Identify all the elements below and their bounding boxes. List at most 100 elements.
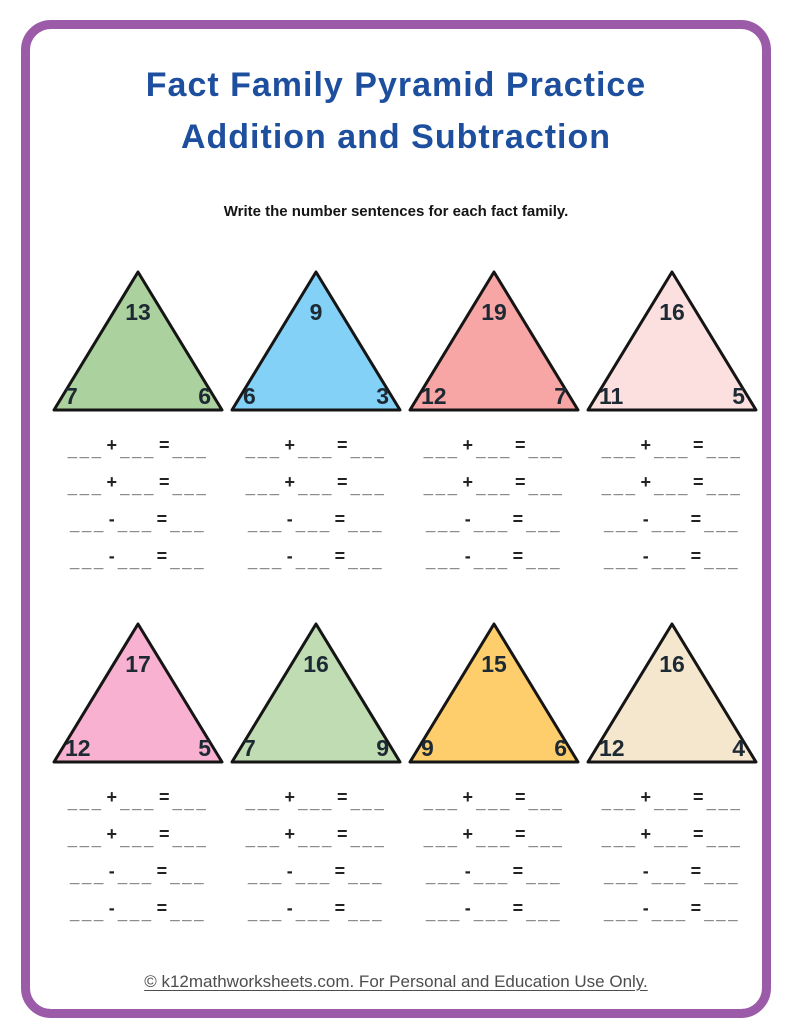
number-sentence-line: ___ + ___ = ___ xyxy=(424,821,565,858)
number-sentence-line: ___ + ___ = ___ xyxy=(246,432,387,469)
blank-line: ___ xyxy=(350,830,387,849)
equals-symbol: = xyxy=(690,898,702,918)
triangle-right-number: 5 xyxy=(732,383,745,409)
footer-link[interactable]: © k12mathworksheets.com. For Personal an… xyxy=(144,972,648,991)
blank-line: ___ xyxy=(603,552,640,571)
number-sentence-line: ___ - ___ = ___ xyxy=(602,543,743,580)
number-sentence-line: ___ + ___ = ___ xyxy=(246,784,387,821)
pyramid-block: 13 7 6 ___ + ___ = ___ ___ + ___ = ___ _… xyxy=(52,270,224,580)
triangle-right-number: 4 xyxy=(732,735,745,761)
triangle-shape xyxy=(52,622,224,764)
operator-symbol: + xyxy=(284,435,296,455)
triangle-left-number: 12 xyxy=(65,735,91,761)
blank-line: ___ xyxy=(69,904,106,923)
operator-symbol: - xyxy=(464,546,471,566)
blank-line: ___ xyxy=(67,793,104,812)
number-sentence-line: ___ - ___ = ___ xyxy=(246,506,387,543)
triangle-left-number: 7 xyxy=(65,383,78,409)
triangle-shape xyxy=(586,622,758,764)
blank-line: ___ xyxy=(601,478,638,497)
number-sentence-line: ___ - ___ = ___ xyxy=(246,858,387,895)
blank-line: ___ xyxy=(247,515,284,534)
equals-symbol: = xyxy=(336,435,348,455)
equals-symbol: = xyxy=(690,546,702,566)
operator-symbol: + xyxy=(462,824,474,844)
blank-line: ___ xyxy=(247,552,284,571)
page-title: Fact Family Pyramid Practice Addition and… xyxy=(40,59,752,163)
blank-line: ___ xyxy=(601,441,638,460)
blank-line: ___ xyxy=(654,793,690,812)
triangle-right-number: 6 xyxy=(198,383,211,409)
triangle-right-number: 3 xyxy=(376,383,389,409)
number-sentence-line: ___ + ___ = ___ xyxy=(602,784,743,821)
blank-line: ___ xyxy=(348,552,385,571)
blank-line: ___ xyxy=(528,478,565,497)
triangle-top-number: 9 xyxy=(310,299,323,325)
triangle-shape xyxy=(52,270,224,412)
blank-line: ___ xyxy=(526,904,563,923)
number-sentence-line: ___ + ___ = ___ xyxy=(68,821,209,858)
equals-symbol: = xyxy=(156,546,168,566)
fact-triangle: 16 7 9 xyxy=(230,622,402,764)
triangle-shape xyxy=(408,270,580,412)
operator-symbol: + xyxy=(640,787,652,807)
blank-line: ___ xyxy=(425,552,462,571)
number-sentence-line: ___ + ___ = ___ xyxy=(602,469,743,506)
blank-line: ___ xyxy=(67,478,104,497)
blank-line: ___ xyxy=(172,441,209,460)
triangle-right-number: 5 xyxy=(198,735,211,761)
blank-line: ___ xyxy=(704,904,741,923)
blank-line: ___ xyxy=(170,515,207,534)
blank-line: ___ xyxy=(601,830,638,849)
equals-symbol: = xyxy=(334,898,346,918)
blank-line: ___ xyxy=(69,867,106,886)
triangle-left-number: 12 xyxy=(599,735,625,761)
equals-symbol: = xyxy=(158,472,170,492)
page-title-line1: Fact Family Pyramid Practice xyxy=(145,66,647,104)
number-sentence-line: ___ - ___ = ___ xyxy=(68,543,209,580)
fact-triangle: 9 6 3 xyxy=(230,270,402,412)
operator-symbol: - xyxy=(464,509,471,529)
blank-line: ___ xyxy=(172,478,209,497)
pyramid-block: 17 12 5 ___ + ___ = ___ ___ + ___ = ___ … xyxy=(52,622,224,932)
operator-symbol: - xyxy=(642,509,649,529)
equals-symbol: = xyxy=(158,787,170,807)
number-sentence-line: ___ - ___ = ___ xyxy=(246,895,387,932)
blank-line: ___ xyxy=(298,830,334,849)
blank-line: ___ xyxy=(476,478,512,497)
blank-line: ___ xyxy=(117,904,154,923)
number-sentence-line: ___ - ___ = ___ xyxy=(602,895,743,932)
operator-symbol: - xyxy=(286,546,293,566)
blank-line: ___ xyxy=(528,441,565,460)
number-sentence-line: ___ + ___ = ___ xyxy=(246,469,387,506)
instructions-text: Write the number sentences for each fact… xyxy=(223,203,569,220)
blank-line: ___ xyxy=(704,552,741,571)
fact-triangle: 17 12 5 xyxy=(52,622,224,764)
sentence-lines-group: ___ + ___ = ___ ___ + ___ = ___ ___ - __… xyxy=(246,784,387,932)
page-footer: © k12mathworksheets.com. For Personal an… xyxy=(30,972,762,992)
equals-symbol: = xyxy=(514,787,526,807)
blank-line: ___ xyxy=(704,867,741,886)
triangle-top-number: 16 xyxy=(659,651,685,677)
equals-symbol: = xyxy=(336,824,348,844)
blank-line: ___ xyxy=(172,793,209,812)
fact-triangle: 13 7 6 xyxy=(52,270,224,412)
blank-line: ___ xyxy=(120,830,156,849)
equals-symbol: = xyxy=(334,861,346,881)
page-border: Fact Family Pyramid Practice Addition and… xyxy=(21,20,771,1018)
blank-line: ___ xyxy=(473,867,510,886)
number-sentence-line: ___ - ___ = ___ xyxy=(68,506,209,543)
equals-symbol: = xyxy=(514,824,526,844)
triangle-left-number: 9 xyxy=(421,735,434,761)
equals-symbol: = xyxy=(336,472,348,492)
blank-line: ___ xyxy=(295,552,332,571)
blank-line: ___ xyxy=(651,867,688,886)
number-sentence-line: ___ + ___ = ___ xyxy=(424,469,565,506)
operator-symbol: - xyxy=(464,861,471,881)
equals-symbol: = xyxy=(334,509,346,529)
pyramid-block: 16 12 4 ___ + ___ = ___ ___ + ___ = ___ … xyxy=(586,622,758,932)
number-sentence-line: ___ - ___ = ___ xyxy=(424,543,565,580)
blank-line: ___ xyxy=(425,515,462,534)
blank-line: ___ xyxy=(651,552,688,571)
number-sentence-line: ___ + ___ = ___ xyxy=(68,432,209,469)
